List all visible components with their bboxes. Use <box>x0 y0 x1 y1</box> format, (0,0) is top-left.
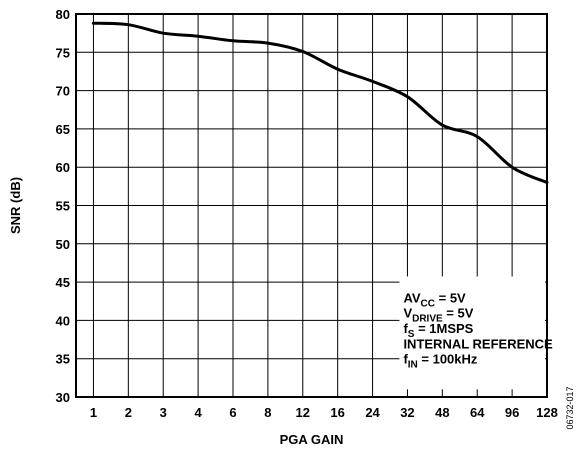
condition-main: AV <box>403 290 420 305</box>
condition-subscript: CC <box>421 298 435 309</box>
condition-line: fS = 1MSPS <box>403 321 473 340</box>
x-axis-title: PGA GAIN <box>280 432 344 447</box>
condition-main: f <box>403 321 408 336</box>
y-tick-label: 65 <box>56 122 70 137</box>
x-tick-label: 64 <box>470 405 485 420</box>
y-tick-label: 45 <box>56 275 70 290</box>
y-tick-label: 75 <box>56 45 70 60</box>
condition-line: VDRIVE = 5V <box>403 306 473 325</box>
y-tick-label: 35 <box>56 352 70 367</box>
condition-line: fIN = 100kHz <box>403 352 477 371</box>
y-tick-label: 50 <box>56 237 70 252</box>
y-tick-label: 60 <box>56 160 70 175</box>
x-tick-label: 3 <box>160 405 167 420</box>
x-tick-label: 32 <box>400 405 414 420</box>
y-tick-label: 55 <box>56 199 70 214</box>
y-tick-label: 80 <box>56 7 70 22</box>
condition-main: V <box>403 306 412 321</box>
x-tick-label: 128 <box>536 405 558 420</box>
x-tick-label: 48 <box>435 405 449 420</box>
plot-frame <box>75 13 548 398</box>
x-tick-label: 4 <box>194 405 202 420</box>
y-tick-label: 40 <box>56 313 70 328</box>
x-tick-labels: 1 2 3 4 6 8 12 16 24 32 48 64 96 128 <box>90 405 558 420</box>
condition-line: INTERNAL REFERENCE <box>403 336 553 351</box>
condition-value: = 100kHz <box>418 352 478 367</box>
x-tick-label: 1 <box>90 405 97 420</box>
condition-subscript: DRIVE <box>412 314 443 325</box>
y-tick-labels: 30 35 40 45 50 55 60 65 70 75 80 <box>56 7 70 405</box>
y-axis-title: SNR (dB) <box>8 177 23 234</box>
x-tick-label: 6 <box>229 405 236 420</box>
condition-value: = 5V <box>435 290 466 305</box>
condition-line: AVCC = 5V <box>403 290 466 309</box>
condition-subscript: IN <box>408 360 418 371</box>
x-tick-label: 8 <box>264 405 271 420</box>
condition-main: INTERNAL REFERENCE <box>403 336 553 351</box>
x-tick-label: 96 <box>505 405 519 420</box>
x-tick-label: 16 <box>330 405 344 420</box>
y-tick-label: 30 <box>56 390 70 405</box>
conditions-box-background <box>399 276 545 390</box>
figure-id: 06732-017 <box>565 386 575 429</box>
condition-subscript: S <box>408 329 415 340</box>
condition-value: = 5V <box>443 306 474 321</box>
y-tick-label: 70 <box>56 84 70 99</box>
x-tick-label: 12 <box>296 405 310 420</box>
x-tick-label: 2 <box>125 405 132 420</box>
x-tick-label: 24 <box>365 405 380 420</box>
condition-main: f <box>403 352 408 367</box>
snr-series-line <box>91 21 549 184</box>
condition-value: = 1MSPS <box>414 321 473 336</box>
